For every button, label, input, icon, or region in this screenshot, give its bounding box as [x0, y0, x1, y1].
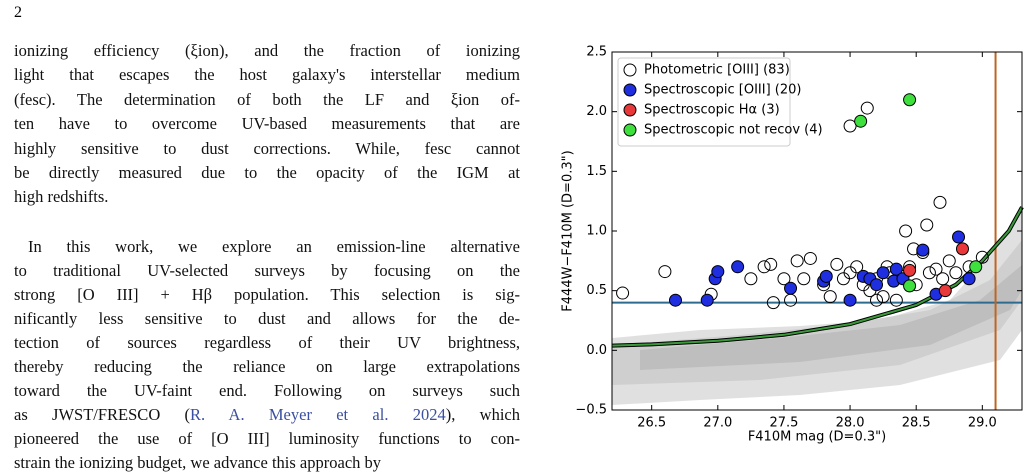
point — [876, 290, 890, 304]
text-line: to traditional UV-selected surveys by fo… — [14, 261, 520, 280]
point — [819, 269, 833, 283]
legend-marker — [623, 103, 637, 117]
point — [889, 262, 903, 276]
point — [658, 265, 672, 279]
point — [744, 272, 758, 286]
text-line: highly sensitive to dust corrections. Wh… — [14, 138, 520, 158]
point — [766, 296, 780, 310]
text-line: In this work, we explore an emission-lin… — [28, 237, 520, 256]
x-tick-label: 27.5 — [769, 416, 798, 431]
x-tick-label: 29.0 — [968, 416, 997, 431]
text-segment: ), which — [445, 405, 521, 424]
legend-marker — [623, 83, 637, 97]
point — [830, 257, 844, 271]
y-tick-label: 2.0 — [586, 104, 607, 119]
point — [764, 257, 778, 271]
curve — [611, 206, 1023, 347]
legend-label: Photometric [OIII] (83) — [644, 63, 790, 78]
text-line: nificantly less sensitive to dust and al… — [14, 309, 520, 328]
text-line: strain the ionizing budget, we advance t… — [14, 453, 382, 472]
point — [784, 281, 798, 295]
x-tick-label: 26.5 — [637, 416, 666, 431]
y-tick-label: 1.0 — [586, 224, 607, 239]
point — [876, 266, 890, 280]
text-line: thereby reducing the reliance on large e… — [14, 357, 520, 376]
point — [731, 260, 745, 274]
x-axis-label: F410M mag (D=0.3") — [748, 430, 886, 445]
point — [969, 260, 983, 274]
density-cloud — [612, 210, 1022, 405]
point — [903, 263, 917, 277]
point — [711, 265, 725, 279]
legend-marker — [623, 63, 637, 77]
point — [803, 251, 817, 265]
legend-label: Spectroscopic [OIII] (20) — [644, 83, 801, 98]
text-line: strong [O III] + Hβ population. This sel… — [14, 285, 520, 304]
point — [938, 284, 952, 298]
legend: Photometric [OIII] (83) Spectroscopic [OI… — [617, 57, 823, 147]
point — [962, 272, 976, 286]
point — [843, 293, 857, 307]
text-line: be directly measured due to the opacity … — [14, 163, 520, 182]
point — [920, 218, 934, 232]
y-tick-label: 2.5 — [586, 45, 607, 60]
y-tick-label: 0.0 — [586, 343, 607, 358]
y-tick-label: −0.5 — [575, 403, 607, 418]
legend-marker — [623, 123, 637, 137]
y-axis-label: F444W−F410M (D=0.3") — [561, 150, 576, 311]
point — [936, 272, 950, 286]
point — [929, 262, 943, 276]
point — [952, 230, 966, 244]
text-segment: as JWST/FRESCO ( — [14, 405, 191, 424]
legend-label: Spectroscopic Hα (3) — [644, 103, 780, 118]
point — [899, 224, 913, 238]
point — [777, 272, 791, 286]
point — [797, 272, 811, 286]
y-tick-label: 0.5 — [586, 283, 607, 298]
point — [922, 266, 936, 280]
x-tick-label: 28.5 — [902, 416, 931, 431]
point — [784, 293, 798, 307]
page-number: 2 — [14, 4, 22, 21]
y-tick-label: 1.5 — [586, 164, 607, 179]
text-line: tection of sources regardless of their U… — [14, 333, 520, 352]
point — [843, 119, 857, 133]
legend-label: Spectroscopic not recov (4) — [644, 123, 823, 138]
citation-link[interactable]: R. A. Meyer et al. 2024 — [190, 405, 446, 424]
x-tick-label: 27.0 — [703, 416, 732, 431]
point — [790, 254, 804, 268]
x-tick-label: 28.0 — [836, 416, 865, 431]
point — [860, 101, 874, 115]
point — [870, 293, 884, 307]
text-line: high redshifts. — [14, 187, 109, 207]
point — [975, 250, 989, 264]
text-line: toward the UV-faint end. Following on su… — [14, 381, 520, 400]
point — [903, 279, 917, 293]
point — [668, 293, 682, 307]
point — [903, 93, 917, 107]
text-line: as JWST/FRESCO (R. A. Meyer et al. 2024)… — [14, 405, 520, 425]
text-line: light that escapes the host galaxy's int… — [14, 65, 520, 85]
text-line: ionizing efficiency (ξion), and the frac… — [14, 41, 520, 60]
point — [942, 254, 956, 268]
text-line: ten have to overcome UV-based measuremen… — [14, 114, 520, 134]
point — [949, 266, 963, 280]
point — [850, 260, 864, 274]
point — [933, 195, 947, 209]
point — [823, 290, 837, 304]
point — [870, 278, 884, 292]
point — [757, 260, 771, 274]
point — [916, 243, 930, 257]
text-line: (fesc). The determination of both the LF… — [14, 89, 520, 109]
point — [616, 286, 630, 300]
point — [889, 293, 903, 307]
text-line: pioneered the use of [O III] luminosity … — [14, 429, 520, 448]
point — [955, 242, 969, 256]
point — [700, 293, 714, 307]
legend-box — [617, 57, 791, 147]
point — [854, 114, 868, 128]
